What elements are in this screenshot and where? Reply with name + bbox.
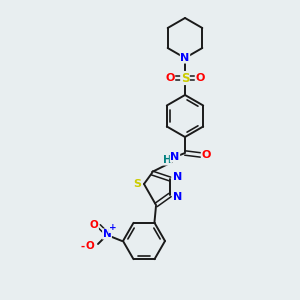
Text: N: N — [103, 229, 111, 239]
Text: S: S — [133, 179, 141, 189]
Text: O: O — [165, 73, 175, 83]
Text: N: N — [173, 172, 183, 182]
Text: N: N — [170, 152, 180, 162]
Text: H: H — [163, 155, 171, 165]
Text: +: + — [109, 224, 117, 232]
Text: -: - — [81, 242, 85, 252]
Text: O: O — [85, 241, 94, 251]
Text: O: O — [90, 220, 98, 230]
Text: O: O — [195, 73, 205, 83]
Text: S: S — [181, 71, 189, 85]
Text: N: N — [180, 53, 190, 63]
Text: O: O — [201, 150, 211, 160]
Text: N: N — [173, 192, 183, 202]
